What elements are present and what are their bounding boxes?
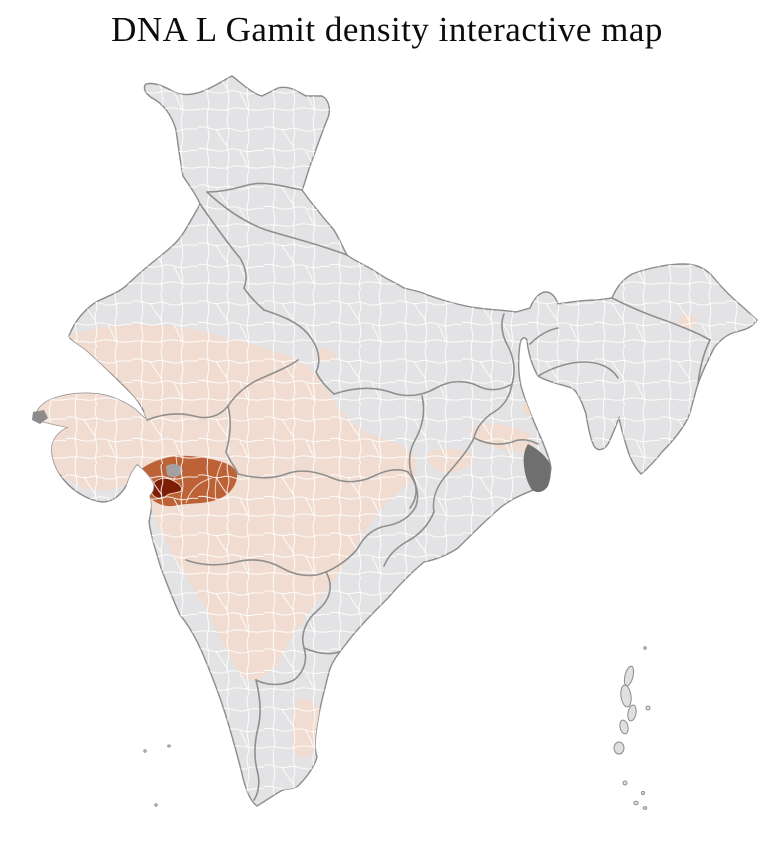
andaman-island[interactable] (623, 665, 636, 687)
andaman-islet[interactable] (643, 646, 647, 650)
map-title: DNA L Gamit density interactive map (111, 10, 663, 49)
andaman-island[interactable] (627, 704, 638, 722)
kutch-west-edge[interactable] (32, 410, 48, 424)
andhra-patch[interactable] (390, 637, 418, 654)
lakshadweep-island[interactable] (154, 803, 158, 807)
state-borders (146, 182, 711, 801)
nicobar-island[interactable] (640, 790, 646, 796)
nicobar-island[interactable] (622, 780, 628, 786)
andaman-island[interactable] (620, 684, 633, 708)
sundarbans-delta[interactable] (523, 444, 551, 493)
nicobar-island[interactable] (633, 800, 639, 806)
islands (143, 646, 651, 810)
andaman-island[interactable] (613, 741, 625, 755)
andaman-islet[interactable] (645, 705, 651, 711)
odisha-coast-patch[interactable] (492, 511, 520, 532)
nicobar-island[interactable] (642, 806, 648, 810)
lakshadweep-island[interactable] (143, 749, 147, 753)
lakshadweep-island[interactable] (167, 744, 171, 748)
andaman-island[interactable] (619, 719, 630, 735)
